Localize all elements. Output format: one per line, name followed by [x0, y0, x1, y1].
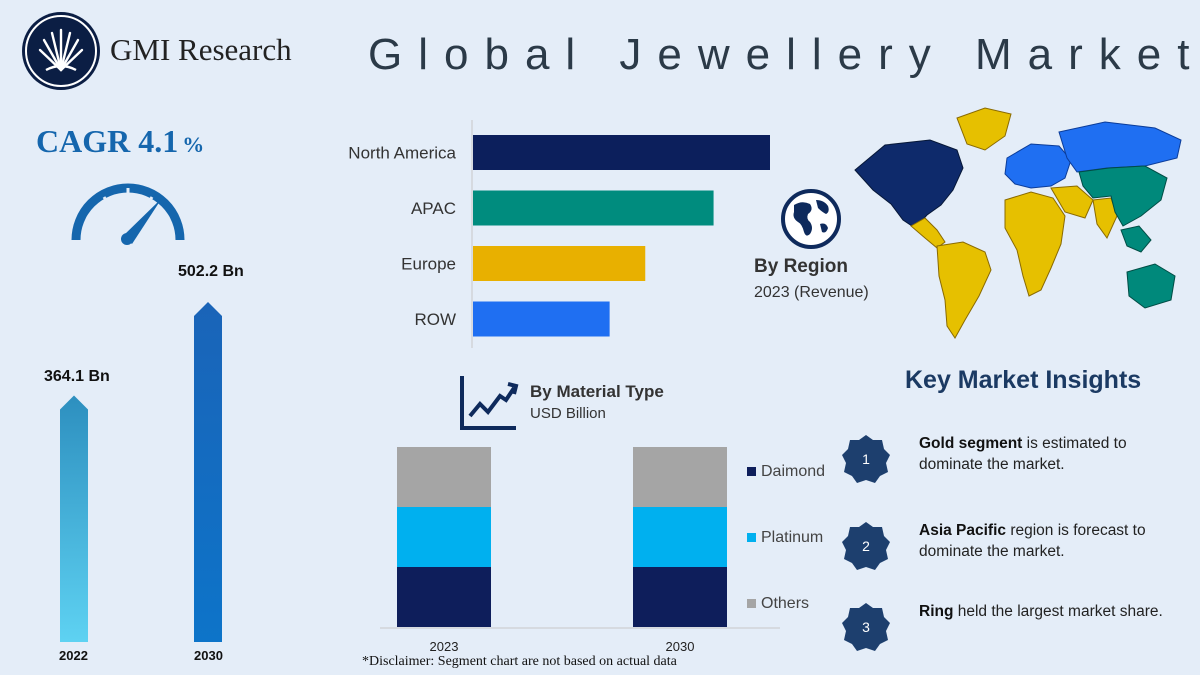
stack-segment-platinum-2030 — [633, 507, 727, 567]
region-label: Europe — [401, 255, 456, 274]
year-label-2022: 2022 — [59, 648, 88, 663]
stack-segment-others-2030 — [633, 447, 727, 507]
year-label-2030: 2030 — [194, 648, 223, 663]
legend-swatch-daimond — [747, 467, 756, 476]
insight-text: Ring held the largest market share. — [919, 601, 1174, 622]
insight-bold: Asia Pacific — [919, 522, 1007, 539]
trend-chart-icon — [460, 376, 519, 430]
insight-number: 3 — [862, 619, 870, 635]
map-africa — [1004, 191, 1066, 297]
globe-icon — [781, 189, 841, 249]
stack-segment-daimond-2030 — [633, 567, 727, 627]
map-south-america — [936, 241, 992, 339]
region-bar-apac — [473, 190, 714, 226]
seal-badge-icon — [842, 435, 890, 483]
region-bar-row — [473, 301, 610, 337]
map-central-america — [910, 217, 946, 249]
page-title: Global Jewellery Market — [368, 30, 1200, 79]
brand-name: GMI Research — [110, 32, 292, 67]
insight-rest: is estimated to dominate the market. — [919, 435, 1127, 473]
speedometer-icon — [71, 183, 185, 245]
region-label: North America — [348, 144, 456, 163]
stack-segment-others-2023 — [397, 447, 491, 507]
insights-title: Key Market Insights — [905, 366, 1142, 394]
growth-bar-chart — [60, 302, 222, 642]
seal-badge-icon — [842, 603, 890, 651]
region-bar-europe — [473, 246, 646, 281]
insight-badge: 1 — [840, 433, 892, 485]
legend-swatch-others — [747, 599, 756, 608]
value-label-2022: 364.1 Bn — [44, 368, 110, 385]
growth-bar-2022 — [60, 395, 88, 642]
map-middle-east — [1050, 185, 1094, 219]
map-greenland — [956, 107, 1012, 151]
stack-category-label: 2030 — [666, 639, 695, 654]
map-europe — [1004, 143, 1072, 189]
insight-number: 1 — [862, 451, 870, 467]
insight-badge: 3 — [840, 601, 892, 653]
stack-segment-daimond-2023 — [397, 567, 491, 627]
map-asia — [1078, 165, 1168, 227]
insight-rest: held the largest market share. — [953, 603, 1163, 620]
stack-category-label: 2023 — [430, 639, 459, 654]
material-stacked-chart: 2023 2030 Daimond Platinum Others — [380, 447, 825, 654]
region-chart-subtitle: 2023 (Revenue) — [754, 284, 869, 301]
stack-segment-platinum-2023 — [397, 507, 491, 567]
region-label: APAC — [411, 199, 456, 218]
seal-badge-icon — [842, 522, 890, 570]
cagr-unit: % — [182, 132, 205, 157]
map-russia — [1058, 121, 1182, 173]
map-oceania — [1126, 263, 1176, 309]
region-bar-north-america — [473, 135, 770, 170]
legend-label-platinum: Platinum — [761, 529, 823, 546]
growth-bar-2030 — [194, 302, 222, 642]
insight-item: 1 Gold segment is estimated to dominate … — [840, 433, 1190, 503]
map-north-america — [854, 139, 964, 229]
insight-badge: 2 — [840, 520, 892, 572]
fan-logo-icon — [25, 15, 97, 87]
disclaimer-text: *Disclaimer: Segment chart are not based… — [362, 654, 677, 669]
cagr-value: CAGR 4.1% — [36, 123, 204, 160]
insight-number: 2 — [862, 538, 870, 554]
insight-bold: Ring — [919, 603, 954, 620]
region-label: ROW — [414, 310, 456, 329]
brand-logo — [22, 12, 100, 90]
material-chart-title: By Material Type — [530, 382, 664, 401]
insight-bold: Gold segment — [919, 435, 1023, 452]
legend-label-others: Others — [761, 595, 809, 612]
insight-rest: region is forecast to dominate the marke… — [919, 522, 1146, 560]
value-label-2030: 502.2 Bn — [178, 263, 244, 280]
material-chart-subtitle: USD Billion — [530, 405, 606, 422]
cagr-label: CAGR 4.1 — [36, 123, 179, 159]
region-bar-chart: North America APAC Europe ROW — [348, 120, 770, 348]
legend-label-daimond: Daimond — [761, 463, 825, 480]
map-southeast-asia — [1120, 225, 1152, 253]
map-india — [1092, 197, 1118, 239]
insight-item: 3 Ring held the largest market share. — [840, 601, 1190, 671]
world-map — [854, 107, 1182, 339]
legend-swatch-platinum — [747, 533, 756, 542]
insight-text: Asia Pacific region is forecast to domin… — [919, 520, 1174, 562]
region-chart-title: By Region — [754, 256, 848, 277]
insight-item: 2 Asia Pacific region is forecast to dom… — [840, 520, 1190, 590]
insight-text: Gold segment is estimated to dominate th… — [919, 433, 1174, 475]
